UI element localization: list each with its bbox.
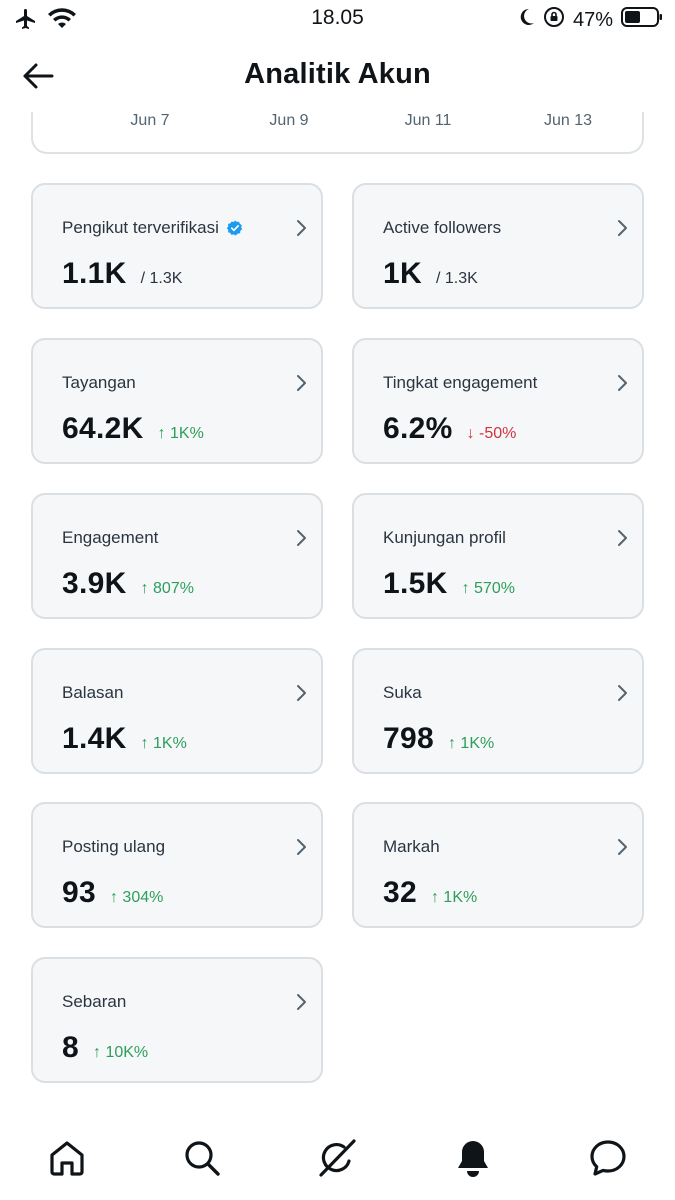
status-time: 18.05 (311, 6, 364, 29)
metric-value: 32 (383, 876, 417, 909)
verified-badge-icon (226, 220, 243, 236)
metric-value: 6.2% (383, 412, 453, 445)
chart-card: Jun 7 Jun 9 Jun 11 Jun 13 (29, 94, 646, 154)
metric-label: Tingkat engagement (383, 373, 538, 392)
metric-card-active-followers[interactable]: Active followers 1K / 1.3K (352, 183, 644, 309)
x-tick-label: Jun 7 (130, 112, 170, 129)
metric-label: Pengikut terverifikasi (62, 218, 219, 237)
metric-card-impressions[interactable]: Tayangan 64.2K ↑ 1K% (31, 338, 323, 464)
metric-total: / 1.3K (140, 270, 183, 287)
metric-card-shares[interactable]: Sebaran 8 ↑ 10K% (31, 957, 323, 1083)
chevron-right-icon (618, 530, 627, 546)
chevron-right-icon (297, 685, 306, 701)
x-tick-label: Jun 13 (543, 112, 593, 129)
chevron-right-icon (618, 220, 627, 236)
nav-search-button[interactable] (180, 1136, 224, 1180)
metric-delta: ↑ 1K% (157, 425, 204, 442)
metric-label: Sebaran (62, 992, 127, 1011)
metric-label: Tayangan (62, 373, 136, 392)
metric-delta: ↑ 807% (140, 580, 194, 597)
metric-card-reposts[interactable]: Posting ulang 93 ↑ 304% (31, 802, 323, 928)
back-button[interactable] (18, 56, 58, 96)
metric-delta: ↑ 1K% (447, 735, 495, 752)
metric-value: 8 (62, 1031, 79, 1064)
chevron-right-icon (618, 685, 627, 701)
chevron-right-icon (297, 839, 306, 855)
back-arrow-icon (23, 63, 54, 89)
metric-card-likes[interactable]: Suka 798 ↑ 1K% (352, 648, 644, 774)
metric-card-profile-visits[interactable]: Kunjungan profil 1.5K ↑ 570% (352, 493, 644, 619)
metric-delta: ↓ -50% (466, 425, 517, 442)
metric-delta: ↑ 304% (109, 889, 164, 906)
metric-value: 1.5K (383, 567, 448, 600)
chevron-right-icon (297, 994, 306, 1010)
metric-delta: ↑ 1K% (140, 735, 187, 752)
nav-notifications-button[interactable] (451, 1136, 495, 1180)
rotation-lock-icon (543, 6, 565, 34)
wifi-icon (48, 8, 76, 35)
nav-home-button[interactable] (45, 1136, 89, 1180)
chevron-right-icon (297, 530, 306, 546)
nav-grok-button[interactable] (315, 1136, 359, 1180)
metric-label: Markah (383, 837, 440, 856)
chevron-right-icon (618, 375, 627, 391)
grok-icon (319, 1139, 356, 1177)
metric-delta: ↑ 1K% (430, 889, 478, 906)
metric-delta: ↑ 570% (461, 580, 515, 597)
chevron-right-icon (297, 375, 306, 391)
metric-label: Posting ulang (62, 837, 166, 856)
metric-card-verified-followers[interactable]: Pengikut terverifikasi 1.1K / 1.3K (31, 183, 323, 309)
metric-label: Active followers (383, 218, 502, 237)
search-icon (185, 1141, 220, 1176)
home-icon (50, 1141, 84, 1176)
metric-card-engagement-rate[interactable]: Tingkat engagement 6.2% ↓ -50% (352, 338, 644, 464)
metric-delta: ↑ 10K% (93, 1044, 149, 1061)
page-title: Analitik Akun (244, 58, 431, 90)
metric-value: 1K (383, 257, 422, 290)
metric-card-engagement[interactable]: Engagement 3.9K ↑ 807% (31, 493, 323, 619)
metric-label: Kunjungan profil (383, 528, 506, 547)
metric-value: 1.4K (62, 722, 127, 755)
metric-value: 3.9K (62, 567, 127, 600)
metric-value: 798 (383, 722, 434, 755)
status-bar: 18.05 47% (0, 0, 675, 38)
metric-card-replies[interactable]: Balasan 1.4K ↑ 1K% (31, 648, 323, 774)
x-tick-label: Jun 11 (404, 112, 452, 129)
battery-icon (621, 7, 663, 33)
airplane-icon (14, 7, 38, 36)
metric-value: 64.2K (62, 412, 144, 445)
messages-icon (590, 1140, 626, 1176)
notifications-icon (458, 1141, 488, 1177)
nav-messages-button[interactable] (586, 1136, 630, 1180)
chevron-right-icon (618, 839, 627, 855)
metric-value: 1.1K (62, 257, 127, 290)
battery-percent: 47% (572, 8, 613, 31)
metric-value: 93 (62, 876, 96, 909)
metric-total: / 1.3K (435, 270, 478, 287)
x-tick-label: Jun 9 (269, 112, 309, 129)
do-not-disturb-icon (517, 8, 535, 32)
metric-label: Suka (383, 683, 422, 702)
header: Analitik Akun (0, 44, 675, 108)
metric-card-bookmarks[interactable]: Markah 32 ↑ 1K% (352, 802, 644, 928)
metric-label: Balasan (62, 683, 124, 702)
metric-label: Engagement (62, 528, 159, 547)
chevron-right-icon (297, 220, 306, 236)
